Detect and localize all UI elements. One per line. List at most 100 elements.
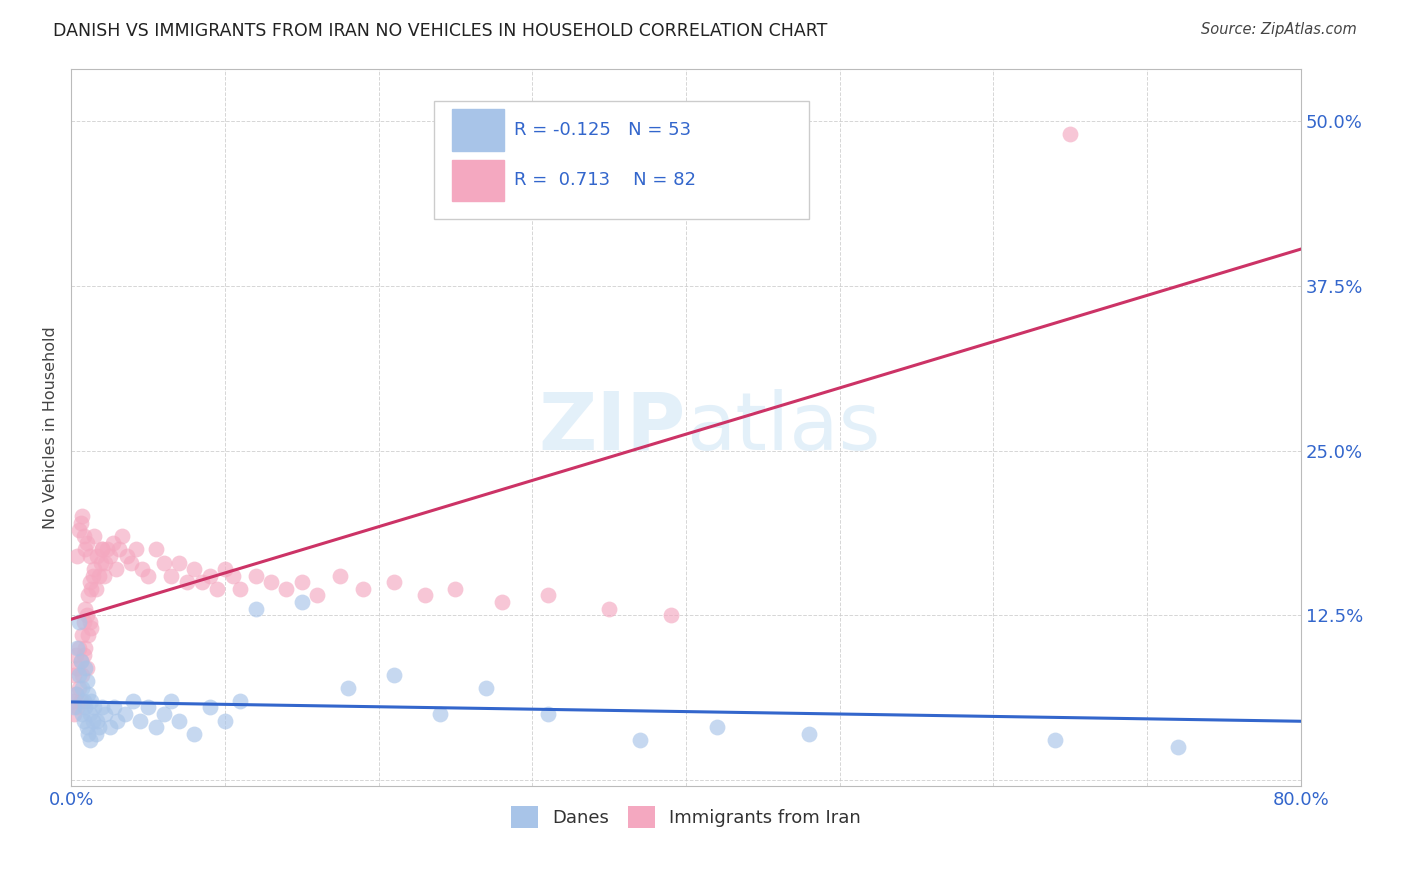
Point xyxy=(82,568,104,582)
Point xyxy=(121,694,143,708)
Point xyxy=(67,523,90,537)
Point xyxy=(291,595,314,609)
Point xyxy=(66,641,89,656)
Point xyxy=(75,641,97,656)
Y-axis label: No Vehicles in Household: No Vehicles in Household xyxy=(44,326,58,529)
Point xyxy=(63,667,86,681)
Point xyxy=(77,589,100,603)
Point xyxy=(67,681,90,695)
Point xyxy=(214,562,236,576)
Point xyxy=(352,582,374,596)
Point xyxy=(214,714,236,728)
Point xyxy=(382,667,405,681)
Point xyxy=(659,608,682,623)
Point xyxy=(98,549,121,563)
Point xyxy=(66,661,89,675)
Point xyxy=(1059,128,1081,142)
Point xyxy=(198,568,221,582)
Point xyxy=(65,687,87,701)
Point xyxy=(152,556,174,570)
Point xyxy=(491,595,513,609)
Point xyxy=(70,509,93,524)
Point xyxy=(93,568,115,582)
Point xyxy=(229,694,252,708)
FancyBboxPatch shape xyxy=(453,110,503,151)
Point xyxy=(260,575,283,590)
Point xyxy=(83,700,105,714)
Point xyxy=(1167,739,1189,754)
Point xyxy=(152,706,174,721)
Point xyxy=(336,681,359,695)
Text: R = -0.125   N = 53: R = -0.125 N = 53 xyxy=(513,120,690,138)
Point xyxy=(145,720,167,734)
Point xyxy=(70,681,93,695)
Point xyxy=(291,575,314,590)
Point xyxy=(89,556,111,570)
Point xyxy=(98,720,121,734)
Point xyxy=(413,589,436,603)
Point xyxy=(75,661,97,675)
Point xyxy=(72,694,94,708)
Point xyxy=(76,535,98,549)
Point xyxy=(382,575,405,590)
Point xyxy=(120,556,142,570)
Point xyxy=(207,582,229,596)
Point xyxy=(87,720,110,734)
Point xyxy=(115,549,138,563)
Point xyxy=(307,589,329,603)
Point xyxy=(167,556,190,570)
Point xyxy=(76,661,98,675)
Point xyxy=(70,628,93,642)
Point xyxy=(598,601,620,615)
Point xyxy=(114,706,136,721)
Point xyxy=(79,615,101,629)
Point xyxy=(191,575,214,590)
Text: DANISH VS IMMIGRANTS FROM IRAN NO VEHICLES IN HOUSEHOLD CORRELATION CHART: DANISH VS IMMIGRANTS FROM IRAN NO VEHICL… xyxy=(53,22,828,40)
Point xyxy=(429,706,451,721)
Point xyxy=(628,733,651,747)
Point xyxy=(129,714,152,728)
Point xyxy=(537,589,560,603)
Point xyxy=(111,529,134,543)
Point xyxy=(160,568,183,582)
Point xyxy=(76,720,98,734)
Point xyxy=(198,700,221,714)
Point xyxy=(77,727,100,741)
Point xyxy=(62,694,84,708)
Point xyxy=(83,562,105,576)
Point xyxy=(167,714,190,728)
Point xyxy=(229,582,252,596)
Point xyxy=(76,608,98,623)
Point xyxy=(221,568,243,582)
Point xyxy=(69,654,91,668)
Point xyxy=(72,529,94,543)
Point xyxy=(444,582,467,596)
Point xyxy=(70,667,93,681)
Point xyxy=(77,687,100,701)
Text: ZIP: ZIP xyxy=(538,389,686,467)
Point xyxy=(82,714,104,728)
Legend: Danes, Immigrants from Iran: Danes, Immigrants from Iran xyxy=(503,798,868,835)
Point xyxy=(183,727,205,741)
Point xyxy=(63,706,86,721)
Point xyxy=(67,641,90,656)
Point xyxy=(67,615,90,629)
Point xyxy=(72,714,94,728)
Point xyxy=(108,542,131,557)
Point xyxy=(75,542,97,557)
Point xyxy=(104,562,127,576)
Point xyxy=(96,542,118,557)
Point xyxy=(72,615,94,629)
Point xyxy=(83,529,105,543)
FancyBboxPatch shape xyxy=(453,160,503,202)
Point xyxy=(75,601,97,615)
Point xyxy=(103,700,125,714)
Point xyxy=(79,733,101,747)
Point xyxy=(245,568,267,582)
Text: Source: ZipAtlas.com: Source: ZipAtlas.com xyxy=(1201,22,1357,37)
Point xyxy=(1043,733,1066,747)
Point xyxy=(245,601,267,615)
Point xyxy=(107,714,129,728)
Point xyxy=(706,720,728,734)
Point xyxy=(69,654,91,668)
